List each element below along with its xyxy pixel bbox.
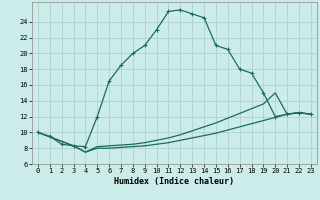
X-axis label: Humidex (Indice chaleur): Humidex (Indice chaleur): [115, 177, 234, 186]
